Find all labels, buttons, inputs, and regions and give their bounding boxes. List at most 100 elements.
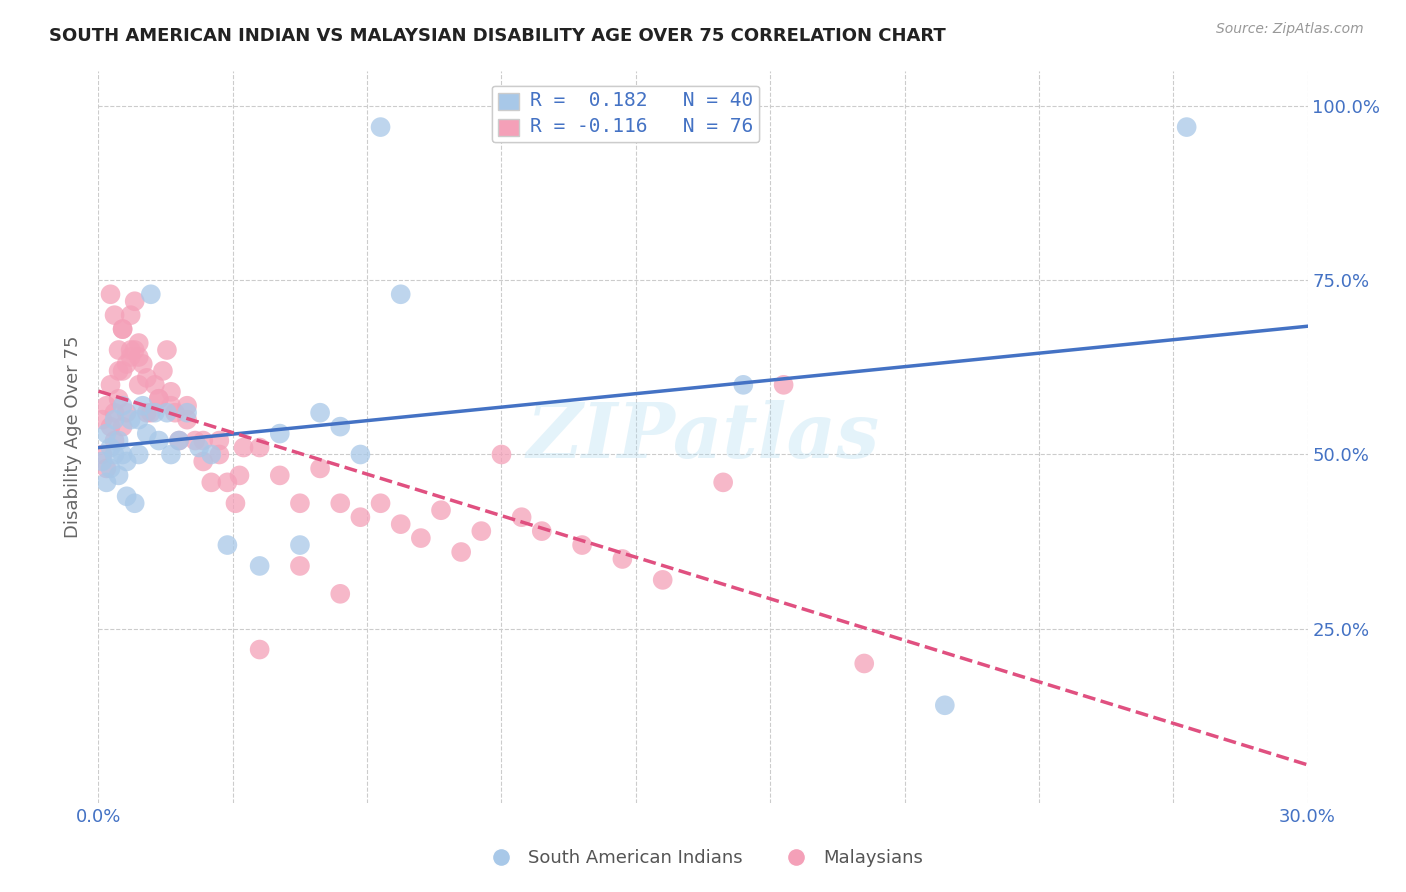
Point [200,475,222,490]
Legend: R =  0.182   N = 40, R = -0.116   N = 76: R = 0.182 N = 40, R = -0.116 N = 76 [492,86,759,142]
Point [100,419,122,434]
Point [309,461,332,475]
Point [349,510,371,524]
Point [288,558,311,573]
Point [111,322,134,336]
Point [389,287,412,301]
Point [184,434,207,448]
Point [91,454,114,468]
Point [450,545,472,559]
Point [571,538,593,552]
Point [232,441,254,455]
Point [288,538,311,552]
Point [100,377,122,392]
Point [269,426,291,441]
Point [176,412,198,426]
Point [160,448,183,462]
Point [128,412,150,426]
Point [128,448,150,462]
Point [389,517,412,532]
Point [96,399,118,413]
Point [107,343,129,357]
Point [249,441,271,455]
Point [148,392,170,406]
Point [510,510,533,524]
Point [107,364,129,378]
Point [269,468,291,483]
Point [1175,120,1198,134]
Point [100,461,122,475]
Point [200,448,222,462]
Point [188,441,211,455]
Point [772,377,794,392]
Point [111,419,134,434]
Y-axis label: Disability Age Over 75: Disability Age Over 75 [65,335,83,539]
Point [143,377,166,392]
Point [135,406,157,420]
Point [934,698,956,713]
Point [120,350,142,364]
Point [100,287,122,301]
Point [107,392,129,406]
Point [176,399,198,413]
Point [148,392,170,406]
Point [135,426,157,441]
Point [135,371,157,385]
Point [120,308,142,322]
Point [128,377,150,392]
Point [370,120,392,134]
Point [107,434,129,448]
Point [470,524,492,538]
Point [120,343,142,357]
Point [91,412,114,426]
Point [208,434,231,448]
Point [409,531,432,545]
Point [103,448,125,462]
Point [329,587,352,601]
Point [152,364,174,378]
Point [124,294,146,309]
Text: SOUTH AMERICAN INDIAN VS MALAYSIAN DISABILITY AGE OVER 75 CORRELATION CHART: SOUTH AMERICAN INDIAN VS MALAYSIAN DISAB… [49,27,946,45]
Point [651,573,673,587]
Point [217,475,239,490]
Point [160,384,183,399]
Point [143,406,166,420]
Point [193,434,215,448]
Point [103,434,125,448]
Point [111,322,134,336]
Point [167,434,190,448]
Point [163,406,186,420]
Point [115,489,138,503]
Point [167,434,190,448]
Point [124,343,146,357]
Point [132,399,155,413]
Point [115,454,138,468]
Point [96,475,118,490]
Point [208,448,231,462]
Legend: South American Indians, Malaysians: South American Indians, Malaysians [475,842,931,874]
Point [176,406,198,420]
Point [370,496,392,510]
Point [111,364,134,378]
Point [128,336,150,351]
Point [148,434,170,448]
Point [530,524,553,538]
Point [139,406,162,420]
Text: Source: ZipAtlas.com: Source: ZipAtlas.com [1216,22,1364,37]
Point [249,642,271,657]
Point [96,461,118,475]
Point [132,357,155,371]
Point [329,496,352,510]
Point [107,468,129,483]
Point [160,399,183,413]
Point [733,377,755,392]
Point [217,538,239,552]
Point [612,552,634,566]
Point [103,406,125,420]
Point [329,419,352,434]
Point [111,448,134,462]
Point [103,308,125,322]
Point [111,399,134,413]
Point [120,412,142,426]
Point [115,406,138,420]
